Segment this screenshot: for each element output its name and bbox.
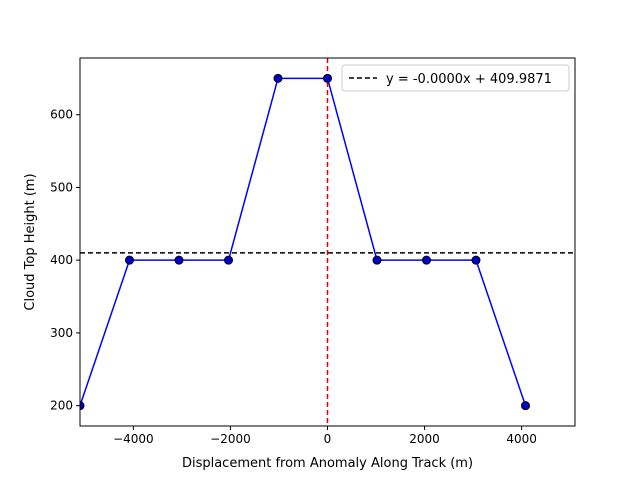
y-tick-label: 600 <box>50 108 73 122</box>
data-point <box>471 255 481 265</box>
x-tick-label: 2000 <box>409 432 440 446</box>
data-point <box>125 255 134 265</box>
data-point <box>174 255 184 265</box>
y-tick-label: 400 <box>50 253 73 267</box>
data-point <box>422 255 431 265</box>
y-tick-label: 200 <box>50 399 73 413</box>
x-axis-label: Displacement from Anomaly Along Track (m… <box>182 456 473 471</box>
data-point <box>323 73 332 83</box>
legend-box <box>341 64 570 92</box>
data-point <box>273 73 283 83</box>
data-point <box>521 401 530 411</box>
data-point <box>372 255 382 265</box>
x-tick-label: 0 <box>324 432 332 446</box>
y-tick-label: 300 <box>50 326 73 340</box>
x-tick-label: −4000 <box>113 432 154 446</box>
data-point <box>224 255 233 265</box>
y-tick-label: 500 <box>50 180 73 194</box>
legend-fit-label: y = -0.0000x + 409.9871 <box>386 72 552 87</box>
data-point <box>80 401 85 411</box>
series-line <box>80 77 527 406</box>
x-tick-label: −2000 <box>210 432 251 446</box>
y-axis-label: Cloud Top Height (m) <box>23 173 38 310</box>
x-tick-label: 4000 <box>506 432 537 446</box>
legend: y = -0.0000x + 409.9871 <box>341 64 570 92</box>
